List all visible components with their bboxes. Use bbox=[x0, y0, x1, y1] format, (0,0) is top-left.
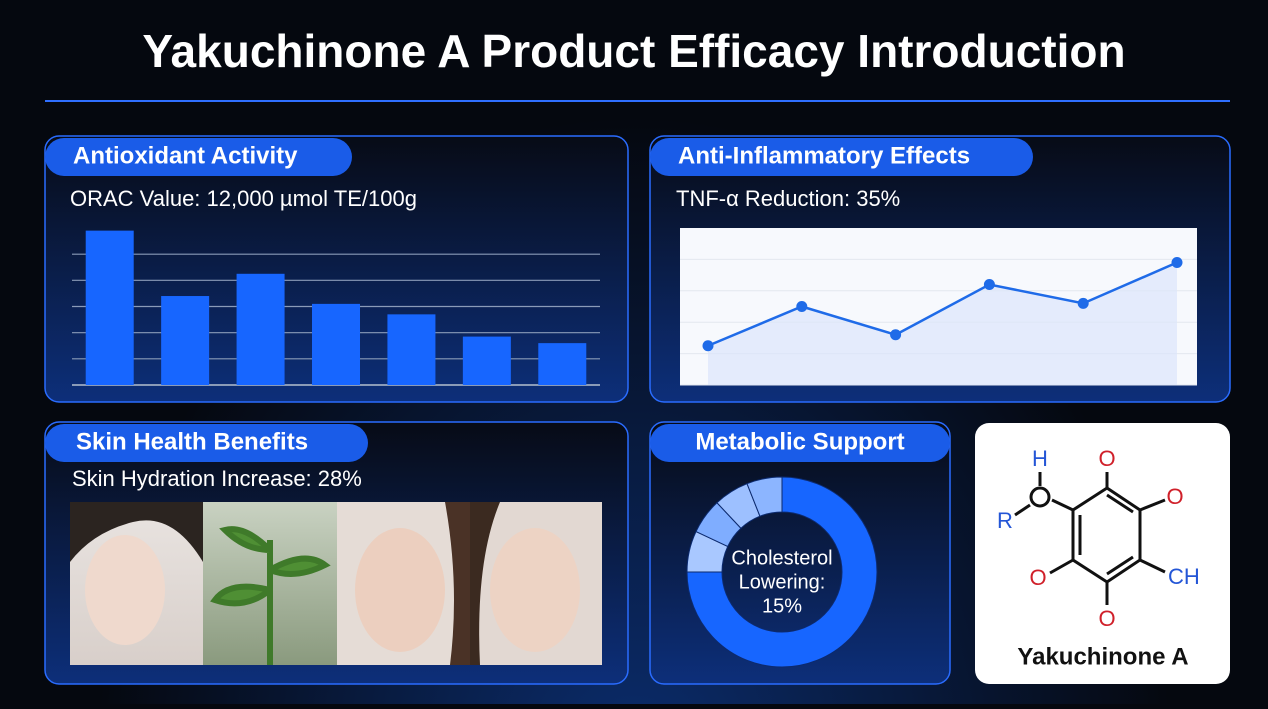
donut-label: 15% bbox=[762, 595, 802, 617]
donut-segment bbox=[746, 476, 783, 517]
bar bbox=[387, 314, 436, 385]
photo-plant bbox=[210, 526, 331, 665]
photo-hair bbox=[445, 502, 470, 665]
bar bbox=[312, 303, 360, 385]
photo-strip bbox=[70, 502, 602, 665]
photo-hair bbox=[470, 502, 500, 665]
panel-heading: Anti-Inflammatory Effects bbox=[678, 142, 970, 169]
metric: ORAC Value: 12,000 µmol TE/100g bbox=[70, 186, 417, 211]
point bbox=[983, 279, 995, 291]
molecule-bonds bbox=[1014, 472, 1166, 605]
atom: O bbox=[1098, 446, 1115, 471]
point bbox=[796, 301, 808, 312]
photo-hair bbox=[70, 502, 203, 562]
molecule-label: Yakuchinone A bbox=[1017, 643, 1188, 670]
bonds bbox=[1014, 472, 1166, 605]
donut-segment bbox=[686, 476, 878, 668]
atom: H bbox=[1032, 446, 1048, 471]
heading-pill bbox=[45, 138, 352, 176]
point bbox=[1077, 297, 1089, 309]
atom: CH bbox=[1168, 564, 1200, 589]
bar bbox=[462, 336, 511, 385]
donut-label: Lowering: bbox=[739, 571, 826, 593]
line bbox=[707, 261, 1178, 347]
atom: R bbox=[997, 508, 1013, 533]
bar bbox=[161, 296, 210, 385]
point bbox=[702, 340, 714, 352]
bar bbox=[85, 230, 134, 385]
point bbox=[890, 329, 902, 341]
atom-ring bbox=[1029, 486, 1051, 508]
metric: Skin Hydration Increase: 28% bbox=[72, 466, 362, 491]
heading-pill bbox=[45, 424, 368, 462]
heading-pill bbox=[650, 138, 1033, 176]
page-title: Yakuchinone A Product Efficacy Introduct… bbox=[142, 25, 1125, 77]
bar bbox=[236, 273, 285, 385]
atom: O bbox=[1098, 606, 1115, 631]
photo-face bbox=[85, 535, 165, 645]
area bbox=[708, 262, 1177, 385]
panel-heading: Metabolic Support bbox=[695, 428, 904, 455]
panel-heading: Skin Health Benefits bbox=[76, 428, 308, 455]
atom: O bbox=[1166, 484, 1183, 509]
heading-pill bbox=[650, 424, 950, 462]
bar bbox=[538, 343, 587, 385]
point bbox=[1171, 257, 1183, 269]
donut-label: Cholesterol bbox=[731, 547, 832, 569]
photo-face bbox=[355, 528, 445, 652]
panel-heading: Antioxidant Activity bbox=[73, 142, 298, 169]
atom: O bbox=[1029, 565, 1046, 590]
metric: TNF-α Reduction: 35% bbox=[676, 186, 900, 211]
photo-face bbox=[490, 528, 580, 652]
